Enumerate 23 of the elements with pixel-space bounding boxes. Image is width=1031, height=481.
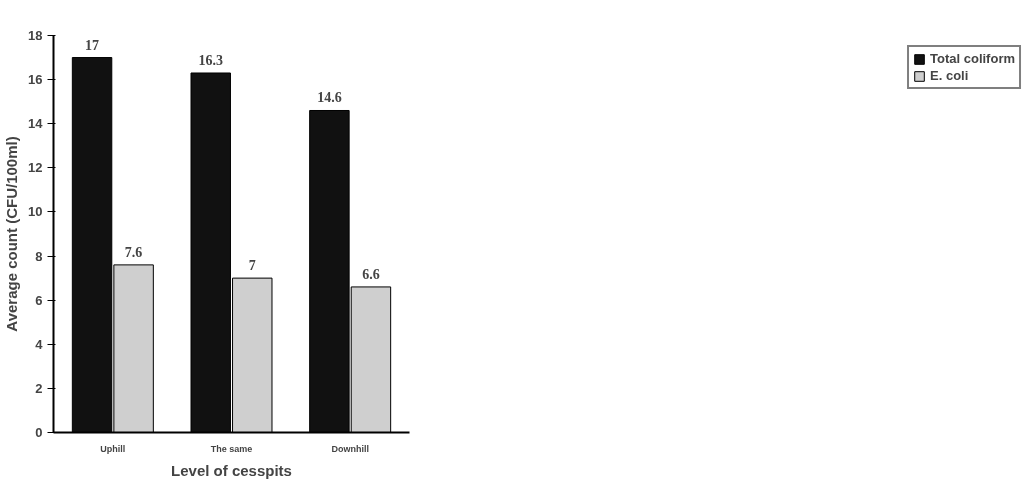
data-label: 16.3	[198, 52, 223, 68]
y-tick-label: 18	[28, 28, 43, 43]
y-tick-label: 6	[35, 292, 43, 308]
y-tick-label: 16	[28, 72, 43, 88]
y-tick-label: 0	[35, 425, 43, 440]
legend-label: E. coli	[930, 68, 969, 83]
y-tick-label: 12	[28, 160, 43, 176]
data-label: 17	[85, 37, 100, 53]
x-tick-label: Downhill	[331, 443, 369, 454]
data-label: 7.6	[124, 244, 143, 260]
data-label: 14.6	[317, 90, 342, 106]
x-tick-label: The same	[210, 443, 253, 454]
data-label: 7	[248, 258, 256, 274]
x-axis-title: Level of cesspits	[171, 461, 292, 479]
legend-label: Total coliform	[930, 51, 1015, 66]
y-axis-title: Average count (CFU/100ml)	[3, 136, 21, 332]
x-tick-label: Uphill	[100, 443, 126, 454]
data-label: 6.6	[362, 266, 380, 282]
y-tick-label: 14	[28, 116, 44, 132]
y-tick-label: 10	[28, 204, 43, 220]
y-tick-label: 4	[35, 336, 44, 352]
y-tick-label: 2	[35, 380, 43, 396]
y-tick-label: 8	[35, 248, 43, 264]
